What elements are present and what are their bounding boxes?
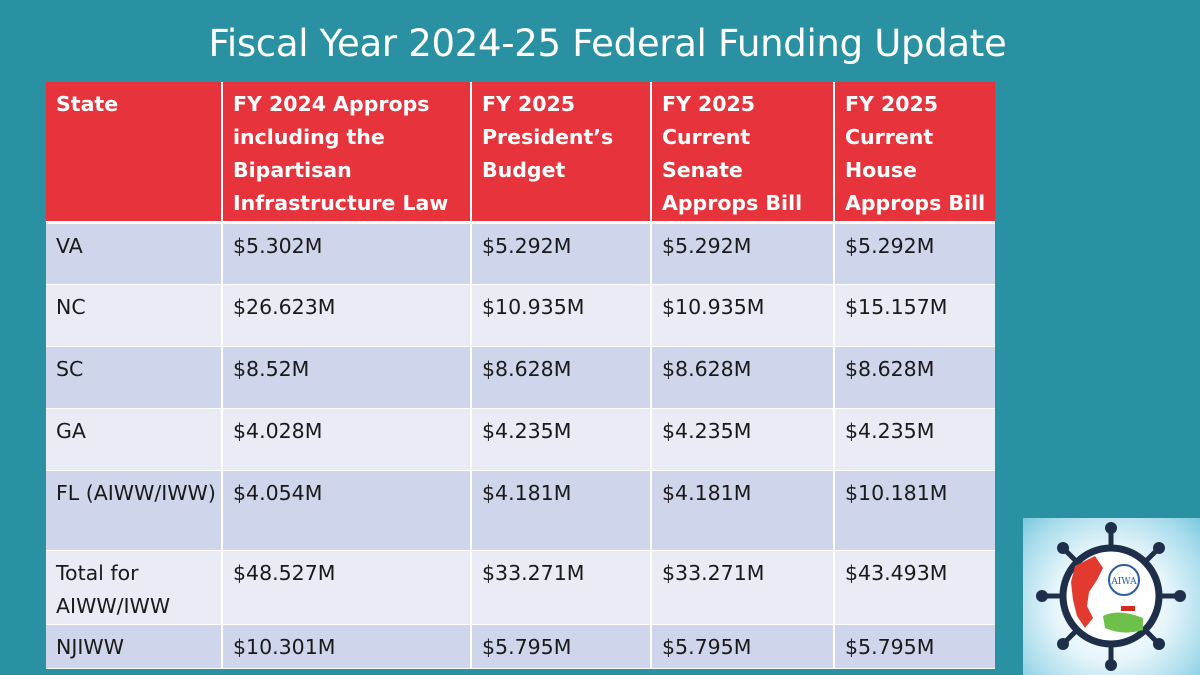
- state-cell: GA: [46, 408, 223, 471]
- value-cell: $10.181M: [834, 470, 995, 551]
- state-cell: Total for AIWW/IWW: [46, 550, 223, 625]
- value-cell: $4.028M: [222, 408, 472, 471]
- aiwa-logo: AIWA: [1023, 518, 1200, 675]
- value-cell: $5.292M: [651, 222, 835, 285]
- value-cell: $43.493M: [834, 550, 995, 625]
- logo-text: AIWA: [1110, 577, 1137, 587]
- value-cell: $5.302M: [222, 222, 472, 285]
- header-fy2024-approps: FY 2024 Approps including the Bipartisan…: [222, 82, 472, 224]
- header-fy2025-presidents-budget: FY 2025 President’s Budget: [471, 82, 652, 224]
- table-row: SC $8.52M $8.628M $8.628M $8.628M: [46, 346, 995, 409]
- value-cell: $4.235M: [834, 408, 995, 471]
- state-cell: NJIWW: [46, 624, 223, 669]
- value-cell: $10.935M: [471, 284, 652, 347]
- value-cell: $8.52M: [222, 346, 472, 409]
- ship-wheel-map-logo-icon: AIWA: [1036, 522, 1186, 671]
- value-cell: $4.181M: [651, 470, 835, 551]
- value-cell: $15.157M: [834, 284, 995, 347]
- state-cell: NC: [46, 284, 223, 347]
- value-cell: $5.795M: [651, 624, 835, 669]
- header-state: State: [46, 82, 223, 224]
- funding-table: State FY 2024 Approps including the Bipa…: [46, 82, 995, 669]
- value-cell: $48.527M: [222, 550, 472, 625]
- table-row: FL (AIWW/IWW) $4.054M $4.181M $4.181M $1…: [46, 470, 995, 551]
- state-cell: FL (AIWW/IWW): [46, 470, 223, 551]
- value-cell: $33.271M: [651, 550, 835, 625]
- value-cell: $8.628M: [471, 346, 652, 409]
- value-cell: $10.301M: [222, 624, 472, 669]
- table-row: Total for AIWW/IWW $48.527M $33.271M $33…: [46, 550, 995, 625]
- table-row: NC $26.623M $10.935M $10.935M $15.157M: [46, 284, 995, 347]
- state-cell: VA: [46, 222, 223, 285]
- value-cell: $5.795M: [471, 624, 652, 669]
- header-fy2025-senate-bill: FY 2025 Current Senate Approps Bill: [651, 82, 835, 224]
- value-cell: $33.271M: [471, 550, 652, 625]
- value-cell: $26.623M: [222, 284, 472, 347]
- value-cell: $10.935M: [651, 284, 835, 347]
- value-cell: $4.181M: [471, 470, 652, 551]
- value-cell: $5.292M: [471, 222, 652, 285]
- value-cell: $8.628M: [834, 346, 995, 409]
- table-header-row: State FY 2024 Approps including the Bipa…: [46, 82, 995, 224]
- value-cell: $4.235M: [651, 408, 835, 471]
- value-cell: $5.292M: [834, 222, 995, 285]
- state-cell: SC: [46, 346, 223, 409]
- value-cell: $4.235M: [471, 408, 652, 471]
- slide-title: Fiscal Year 2024-25 Federal Funding Upda…: [208, 22, 1007, 65]
- table-row: GA $4.028M $4.235M $4.235M $4.235M: [46, 408, 995, 471]
- header-fy2025-house-bill: FY 2025 Current House Approps Bill: [834, 82, 995, 224]
- value-cell: $4.054M: [222, 470, 472, 551]
- table-row: NJIWW $10.301M $5.795M $5.795M $5.795M: [46, 624, 995, 669]
- value-cell: $5.795M: [834, 624, 995, 669]
- table-row: VA $5.302M $5.292M $5.292M $5.292M: [46, 222, 995, 285]
- value-cell: $8.628M: [651, 346, 835, 409]
